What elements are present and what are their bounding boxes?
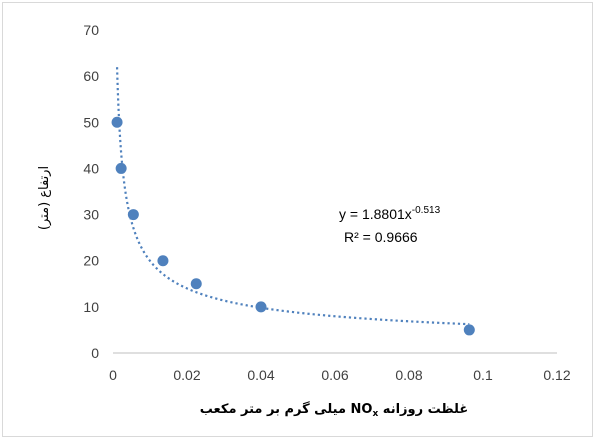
y-tick-label: 0 bbox=[91, 345, 99, 361]
x-tick-labels: 0 0.02 0.04 0.06 0.08 0.1 0.12 bbox=[109, 367, 571, 383]
data-point bbox=[127, 209, 139, 221]
x-tick-label: 0.06 bbox=[321, 367, 348, 383]
y-tick-labels: 0 10 20 30 40 50 60 70 bbox=[83, 22, 99, 361]
x-axis-label: غلظت روزانه NOx میلی گرم بر متر مکعب bbox=[200, 401, 468, 419]
trend-equation: y = 1.8801x-0.513 bbox=[339, 205, 441, 222]
data-point bbox=[463, 324, 475, 336]
y-tick-label: 30 bbox=[83, 207, 99, 223]
y-axis-label: ارتفاع (متر) bbox=[37, 166, 52, 230]
data-point bbox=[111, 116, 123, 128]
y-tick-label: 40 bbox=[83, 160, 99, 176]
data-points bbox=[111, 116, 475, 336]
trendline bbox=[115, 67, 470, 326]
x-tick-label: 0.1 bbox=[473, 367, 493, 383]
x-tick-label: 0.12 bbox=[543, 367, 570, 383]
x-tick-label: 0.04 bbox=[247, 367, 274, 383]
data-point bbox=[255, 301, 267, 313]
data-point bbox=[157, 255, 169, 267]
y-tick-label: 20 bbox=[83, 253, 99, 269]
y-tick-label: 50 bbox=[83, 114, 99, 130]
trend-r2: R² = 0.9666 bbox=[344, 229, 418, 245]
data-point bbox=[115, 162, 127, 174]
x-tick-label: 0.02 bbox=[173, 367, 200, 383]
y-tick-label: 10 bbox=[83, 299, 99, 315]
x-tick-label: 0 bbox=[109, 367, 117, 383]
data-point bbox=[190, 278, 202, 290]
y-tick-label: 60 bbox=[83, 68, 99, 84]
y-tick-label: 70 bbox=[83, 22, 99, 38]
x-tick-label: 0.08 bbox=[395, 367, 422, 383]
